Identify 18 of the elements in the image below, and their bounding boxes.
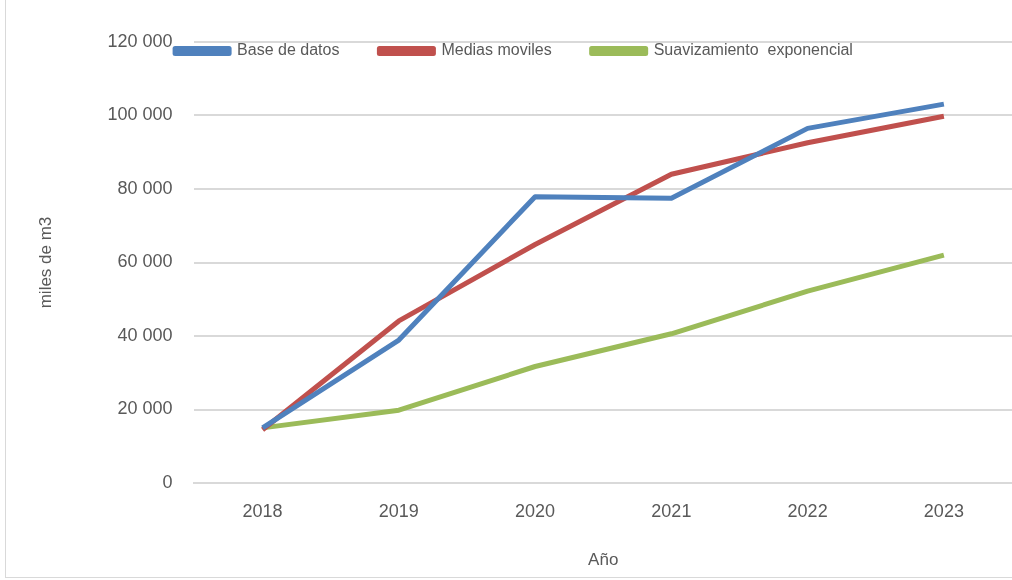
y-tick-label: 0 [162, 471, 173, 492]
y-tick-label: 60 000 [117, 251, 173, 272]
x-tick-label: 2023 [923, 500, 964, 521]
y-tick-label: 120 000 [107, 30, 173, 51]
x-axis-title: Año [588, 550, 619, 570]
x-tick-label: 2020 [515, 500, 556, 521]
x-tick-label: 2018 [242, 500, 283, 521]
x-tick-label: 2021 [651, 500, 692, 521]
y-tick-label: 100 000 [107, 104, 173, 125]
legend-label: Base de datos [237, 41, 340, 59]
y-tick-label: 20 000 [117, 398, 173, 419]
legend-label: Medias moviles [441, 41, 552, 59]
legend-label: Suavizamiento exponencial [653, 41, 853, 59]
x-tick-label: 2019 [378, 500, 419, 521]
y-tick-label: 40 000 [117, 324, 173, 345]
y-tick-label: 80 000 [117, 177, 173, 198]
y-axis-title: miles de m3 [35, 216, 55, 309]
x-tick-label: 2022 [787, 500, 828, 521]
